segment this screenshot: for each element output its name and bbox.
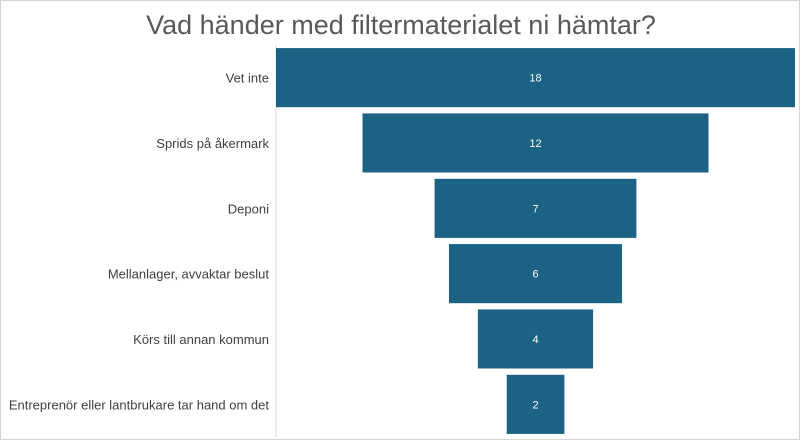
category-label: Sprids på åkermark: [156, 136, 269, 151]
data-label: 4: [532, 334, 538, 346]
funnel-bar: [477, 309, 594, 369]
funnel-stage: 2 Entreprenör eller lantbrukare tar hand …: [9, 374, 565, 434]
category-label: Vet inte: [226, 71, 269, 86]
data-label: 12: [529, 138, 541, 150]
funnel-bar: [362, 113, 709, 173]
category-label: Entreprenör eller lantbrukare tar hand o…: [9, 397, 270, 412]
category-label: Körs till annan kommun: [133, 332, 269, 347]
funnel-bar: [449, 244, 622, 304]
data-label: 7: [532, 203, 538, 215]
data-label: 2: [532, 399, 538, 411]
data-label: 18: [529, 73, 541, 85]
funnel-stage: 6 Mellanlager, avvaktar beslut: [108, 244, 622, 304]
funnel-bar: [434, 178, 637, 238]
category-label: Deponi: [228, 201, 269, 216]
funnel-bar: [506, 374, 565, 434]
chart-title: Vad händer med filtermaterialet ni hämta…: [146, 10, 656, 40]
funnel-bar: [276, 48, 795, 108]
funnel-stage: 18 Vet inte: [226, 48, 795, 108]
data-label: 6: [532, 269, 538, 281]
category-label: Mellanlager, avvaktar beslut: [108, 267, 270, 282]
funnel-stage: 12 Sprids på åkermark: [156, 113, 709, 173]
funnel-stage: 4 Körs till annan kommun: [133, 309, 594, 369]
funnel-stage: 7 Deponi: [228, 178, 637, 238]
